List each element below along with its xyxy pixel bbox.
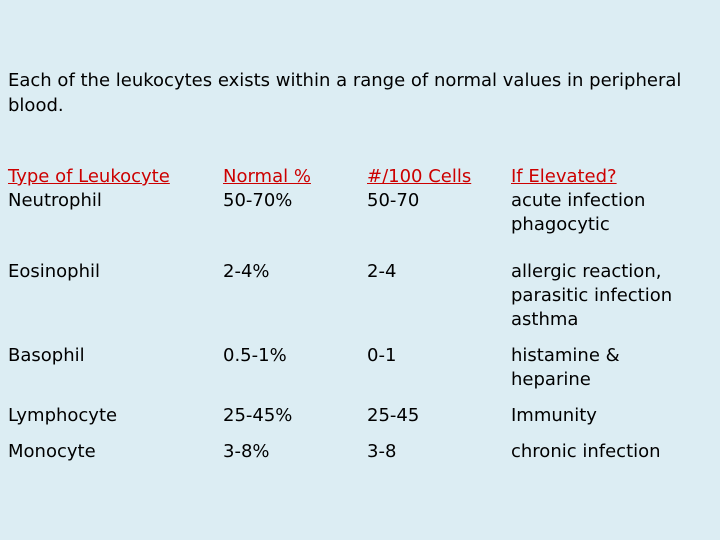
row-elevated-line: Immunity [511, 405, 597, 426]
row-type: Lymphocyte [8, 405, 118, 426]
row-normal-percent: 0.5-1% [223, 345, 287, 366]
row-count: 3-8 [367, 441, 397, 462]
row-type: Eosinophil [8, 261, 101, 282]
header-normal-percent: Normal % [223, 166, 311, 187]
row-elevated-line: asthma [511, 309, 579, 330]
intro-text: Each of the leukocytes exists within a r… [8, 70, 682, 116]
header-if-elevated: If Elevated? [511, 166, 617, 187]
row-normal-percent: 2-4% [223, 261, 270, 282]
row-type: Neutrophil [8, 190, 102, 211]
header-type-of-leukocyte: Type of Leukocyte [8, 166, 170, 187]
row-elevated-line: heparine [511, 369, 591, 390]
row-elevated-line: parasitic infection [511, 285, 673, 306]
row-normal-percent: 3-8% [223, 441, 270, 462]
row-count: 2-4 [367, 261, 397, 282]
row-normal-percent: 50-70% [223, 190, 293, 211]
row-count: 50-70 [367, 190, 420, 211]
row-type: Monocyte [8, 441, 96, 462]
row-elevated-line: phagocytic [511, 214, 610, 235]
row-elevated-line: allergic reaction, [511, 261, 662, 282]
row-count: 25-45 [367, 405, 420, 426]
row-type: Basophil [8, 345, 85, 366]
row-count: 0-1 [367, 345, 397, 366]
row-elevated-line: histamine & [511, 345, 620, 366]
row-elevated-line: acute infection [511, 190, 646, 211]
header-count-per-100-cells: #/100 Cells [367, 166, 472, 187]
row-elevated-line: chronic infection [511, 441, 661, 462]
row-normal-percent: 25-45% [223, 405, 293, 426]
